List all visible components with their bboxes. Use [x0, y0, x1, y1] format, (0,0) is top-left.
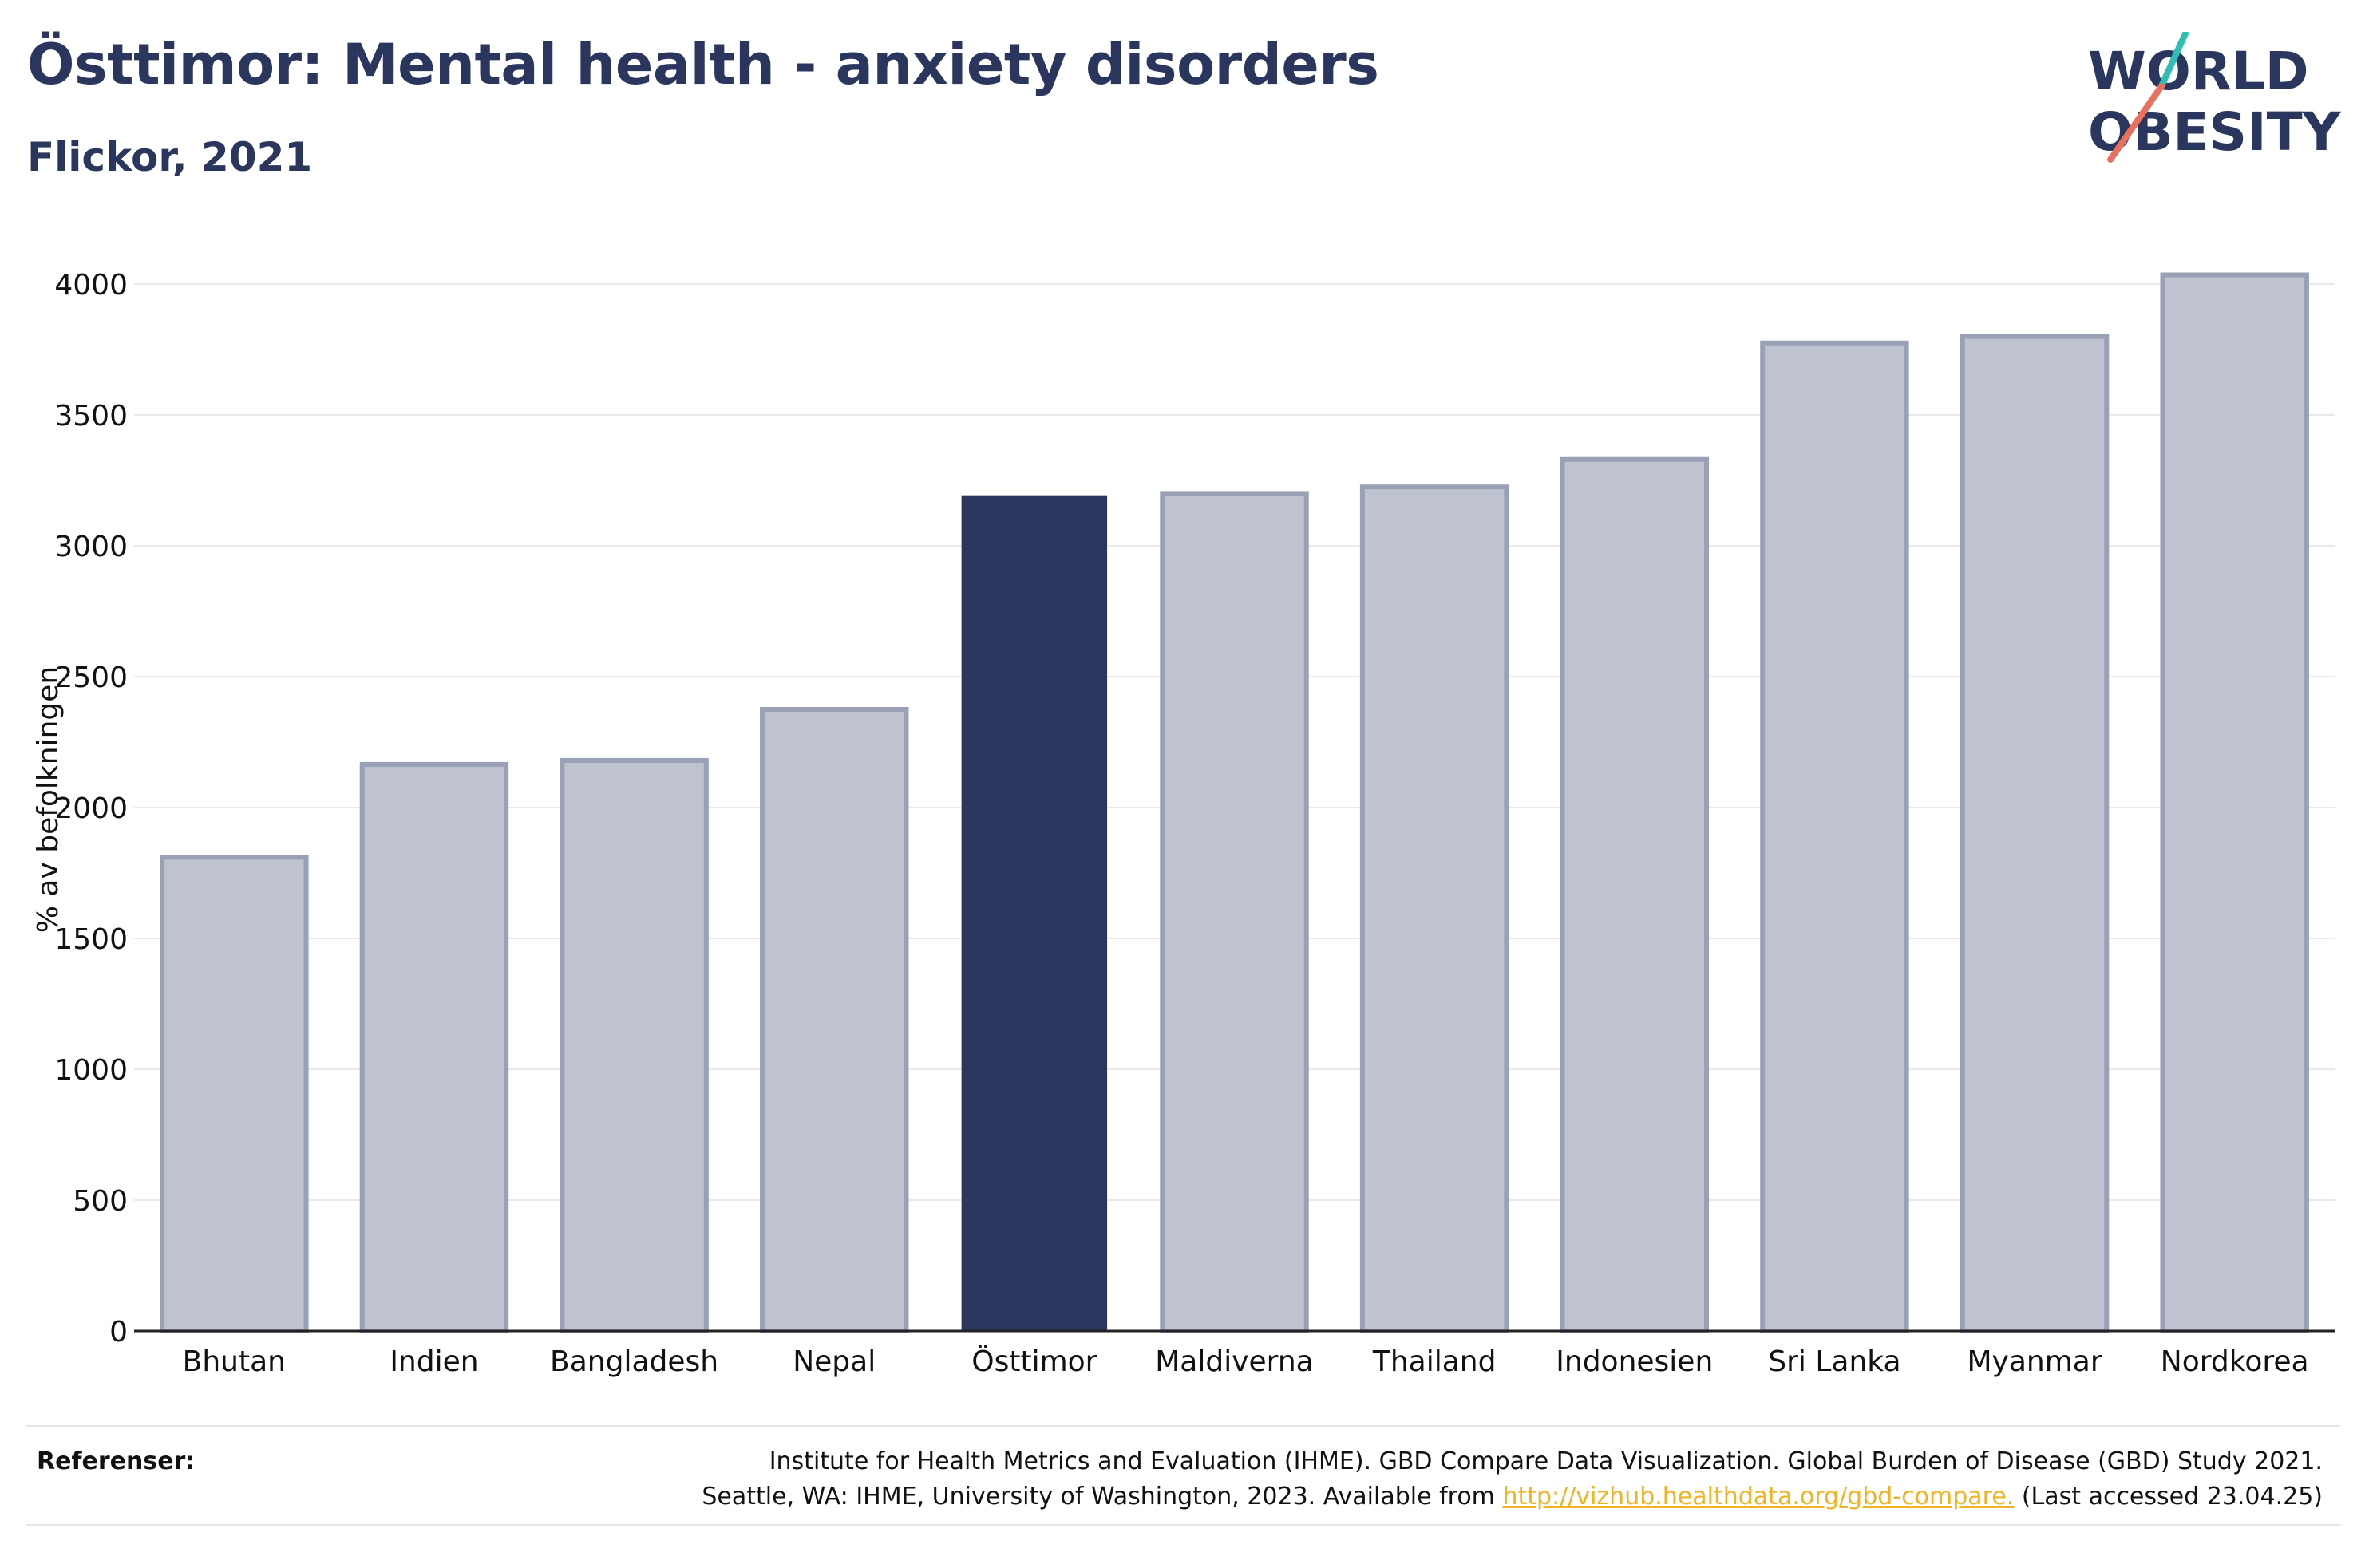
bar-myanmar: Myanmar: 3800	[1960, 334, 2110, 1334]
footer-divider-top	[26, 1425, 2340, 1427]
reference-line-2-suffix: (Last accessed 23.04.25)	[2014, 1482, 2323, 1511]
reference-line-2-prefix: Seattle, WA: IHME, University of Washing…	[702, 1482, 1503, 1511]
world-obesity-logo: WORLD OBESITY	[2088, 32, 2342, 163]
y-axis-title: % av befolkningen	[32, 666, 65, 933]
y-tick-label: 500	[73, 1185, 128, 1218]
gbd-compare-link[interactable]: http://vizhub.healthdata.org/gbd-compare…	[1502, 1482, 2015, 1511]
x-tick-label: Myanmar	[1967, 1345, 2102, 1378]
reference-line-2: Seattle, WA: IHME, University of Washing…	[702, 1479, 2323, 1515]
bars: Bhutan: 1810 Indien: 2165 Bangladesh: 2180…	[160, 272, 2309, 1334]
x-tick-label: Nordkorea	[2161, 1345, 2309, 1378]
chart-title: Östtimor: Mental health - anxiety disord…	[27, 32, 1379, 97]
x-tick-label: Indien	[390, 1345, 478, 1378]
y-tick-label: 1500	[54, 923, 128, 956]
reference-line-1: Institute for Health Metrics and Evaluat…	[769, 1448, 2323, 1475]
bar-nordkorea: Nordkorea: 4035	[2160, 272, 2309, 1333]
x-tick-label: Maldiverna	[1155, 1345, 1313, 1378]
bar-maldiverna: Maldiverna: 3200	[1160, 491, 1309, 1333]
x-axis-ticks: Bhutan Indien Bangladesh Nepal Östtimor Maldi…	[183, 1345, 2309, 1378]
references-label: Referenser:	[37, 1448, 196, 1475]
bar-indien: Indien: 2165	[359, 761, 509, 1333]
y-tick-label: 4000	[54, 269, 128, 302]
y-axis-ticks: 0 500 1000 1500 2000 2500 3000 3500 4000	[54, 269, 128, 1349]
references-text: Institute for Health Metrics and Evaluat…	[702, 1444, 2323, 1514]
y-tick-label: 3500	[54, 400, 128, 432]
x-tick-label: Indonesien	[1556, 1345, 1713, 1378]
x-tick-label: Östtimor	[971, 1345, 1097, 1378]
y-tick-label: 3000	[54, 531, 128, 563]
y-tick-label: 1000	[54, 1054, 128, 1087]
chart-subtitle: Flickor, 2021	[27, 134, 313, 180]
bar-bangladesh: Bangladesh: 2180	[560, 757, 709, 1333]
footer-divider-bottom	[26, 1524, 2340, 1526]
logo-slash-coral	[2107, 83, 2165, 163]
bar-sri-lanka: Sri Lanka: 3775	[1760, 340, 1909, 1333]
bar-chart: 0 500 1000 1500 2000 2500 3000 3500 4000 Bhutan:…	[32, 269, 2335, 1378]
x-tick-label: Bangladesh	[550, 1345, 718, 1378]
bar-östtimor: Östtimor: 3190	[961, 495, 1108, 1332]
logo-slash-teal	[2158, 32, 2189, 89]
y-tick-label: 2000	[54, 792, 128, 825]
x-tick-label: Sri Lanka	[1768, 1345, 1900, 1378]
y-tick-label: 0	[109, 1316, 128, 1349]
bar-thailand: Thailand: 3225	[1359, 484, 1509, 1334]
bar-bhutan: Bhutan: 1810	[160, 855, 309, 1333]
bar-nepal: Nepal: 2375	[759, 707, 909, 1333]
logo-text-world: WORLD	[2088, 41, 2309, 102]
x-tick-label: Bhutan	[183, 1345, 286, 1378]
y-tick-label: 2500	[54, 662, 128, 694]
x-tick-label: Nepal	[793, 1345, 876, 1378]
x-tick-label: Thailand	[1372, 1345, 1497, 1378]
bar-indonesien: Indonesien: 3330	[1560, 456, 1710, 1333]
